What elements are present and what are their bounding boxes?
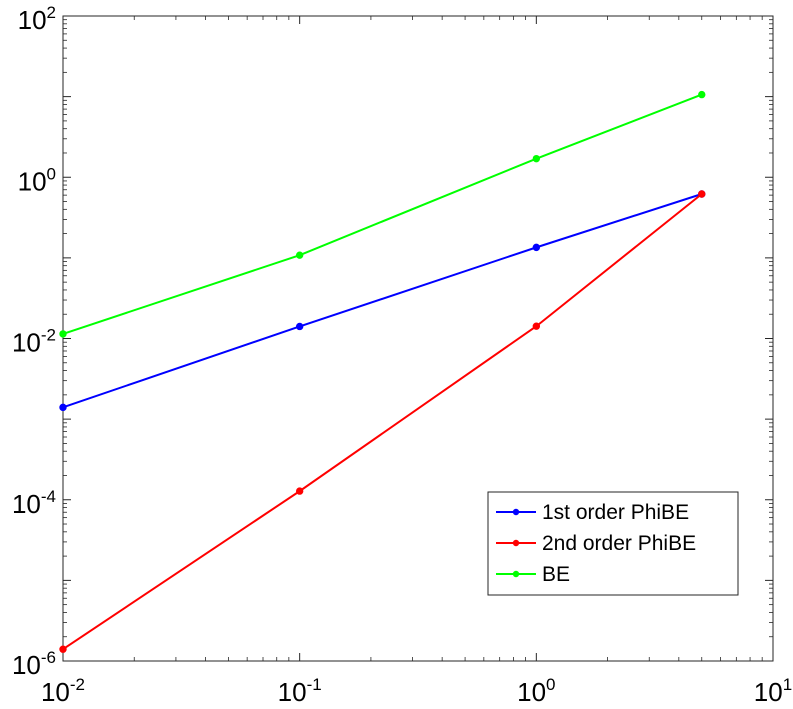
tick-base: 10	[517, 677, 546, 707]
tick-base: 10	[278, 677, 307, 707]
data-point	[532, 322, 541, 330]
series-lines	[59, 90, 706, 653]
legend-swatch-marker	[512, 570, 520, 578]
tick-base: 10	[41, 677, 70, 707]
y-tick-label: 100	[18, 164, 56, 196]
legend-swatch-marker	[512, 539, 520, 547]
legend: 1st order PhiBE 2nd order PhiBE BE	[487, 491, 739, 596]
y-tick-label: 10-4	[12, 487, 56, 519]
y-tick-label: 10-2	[12, 326, 56, 358]
tick-exponent: -4	[41, 487, 56, 506]
tick-exponent: -2	[70, 675, 85, 694]
tick-base: 10	[12, 489, 41, 519]
tick-exponent: -6	[41, 648, 56, 667]
data-point	[59, 403, 67, 412]
tick-base: 10	[12, 650, 41, 680]
x-tick-label: 10-1	[278, 675, 322, 707]
data-point	[59, 330, 67, 338]
data-point	[295, 487, 304, 495]
x-tick-label: 101	[754, 675, 792, 707]
x-tick-labels: 10-2 10-1 100 101	[41, 675, 792, 707]
legend-label: 1st order PhiBE	[542, 501, 689, 524]
data-point	[295, 322, 304, 331]
tick-exponent: -2	[41, 326, 56, 345]
y-tick-label: 102	[18, 3, 56, 35]
legend-label: 2nd order PhiBE	[542, 532, 696, 555]
tick-base: 10	[18, 5, 47, 35]
data-point	[698, 90, 706, 99]
x-tick-label: 100	[517, 675, 555, 707]
tick-exponent: 2	[47, 3, 56, 22]
tick-exponent: -1	[307, 675, 322, 694]
legend-label: BE	[542, 563, 570, 586]
x-tick-label: 10-2	[41, 675, 85, 707]
tick-exponent: 1	[783, 675, 792, 694]
data-point	[698, 190, 706, 198]
tick-exponent: 0	[546, 675, 555, 694]
legend-swatch-marker	[512, 508, 520, 516]
data-point	[295, 251, 304, 259]
series-line	[62, 93, 703, 335]
tick-base: 10	[754, 677, 783, 707]
y-tick-label: 10-6	[12, 648, 56, 680]
data-point	[532, 154, 541, 163]
minor-ticks	[63, 16, 773, 661]
data-point	[59, 645, 67, 653]
data-point	[532, 243, 541, 252]
tick-base: 10	[12, 328, 41, 358]
series-line	[62, 193, 703, 651]
tick-exponent: 0	[47, 164, 56, 183]
major-ticks	[62, 15, 774, 662]
tick-base: 10	[18, 166, 47, 196]
series-line	[62, 193, 703, 409]
